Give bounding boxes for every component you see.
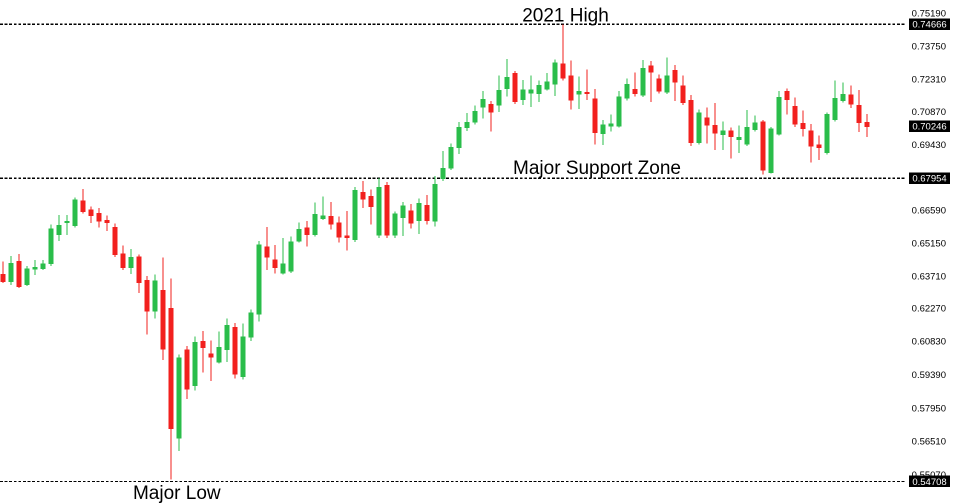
svg-text:0.72310: 0.72310 [912,74,946,85]
svg-text:2021 High: 2021 High [522,5,609,26]
svg-text:0.65150: 0.65150 [912,239,946,250]
svg-text:0.59390: 0.59390 [912,370,946,381]
svg-text:0.66590: 0.66590 [912,205,946,216]
svg-text:0.62270: 0.62270 [912,303,946,314]
svg-text:0.73750: 0.73750 [912,41,946,52]
svg-text:0.60830: 0.60830 [912,337,946,348]
svg-text:0.70870: 0.70870 [912,107,946,118]
svg-text:Major Support Zone: Major Support Zone [513,158,681,179]
svg-text:0.74666: 0.74666 [912,20,946,31]
svg-text:0.55070: 0.55070 [912,470,946,481]
svg-text:0.63710: 0.63710 [912,271,946,282]
svg-text:0.67954: 0.67954 [912,174,946,185]
svg-text:0.75190: 0.75190 [912,8,946,19]
svg-text:Major Low: Major Low [133,483,221,503]
svg-text:0.54708: 0.54708 [912,477,946,488]
svg-text:0.56510: 0.56510 [912,437,946,448]
svg-text:0.69430: 0.69430 [912,140,946,151]
svg-text:0.57950: 0.57950 [912,403,946,414]
svg-text:0.70246: 0.70246 [912,122,946,133]
